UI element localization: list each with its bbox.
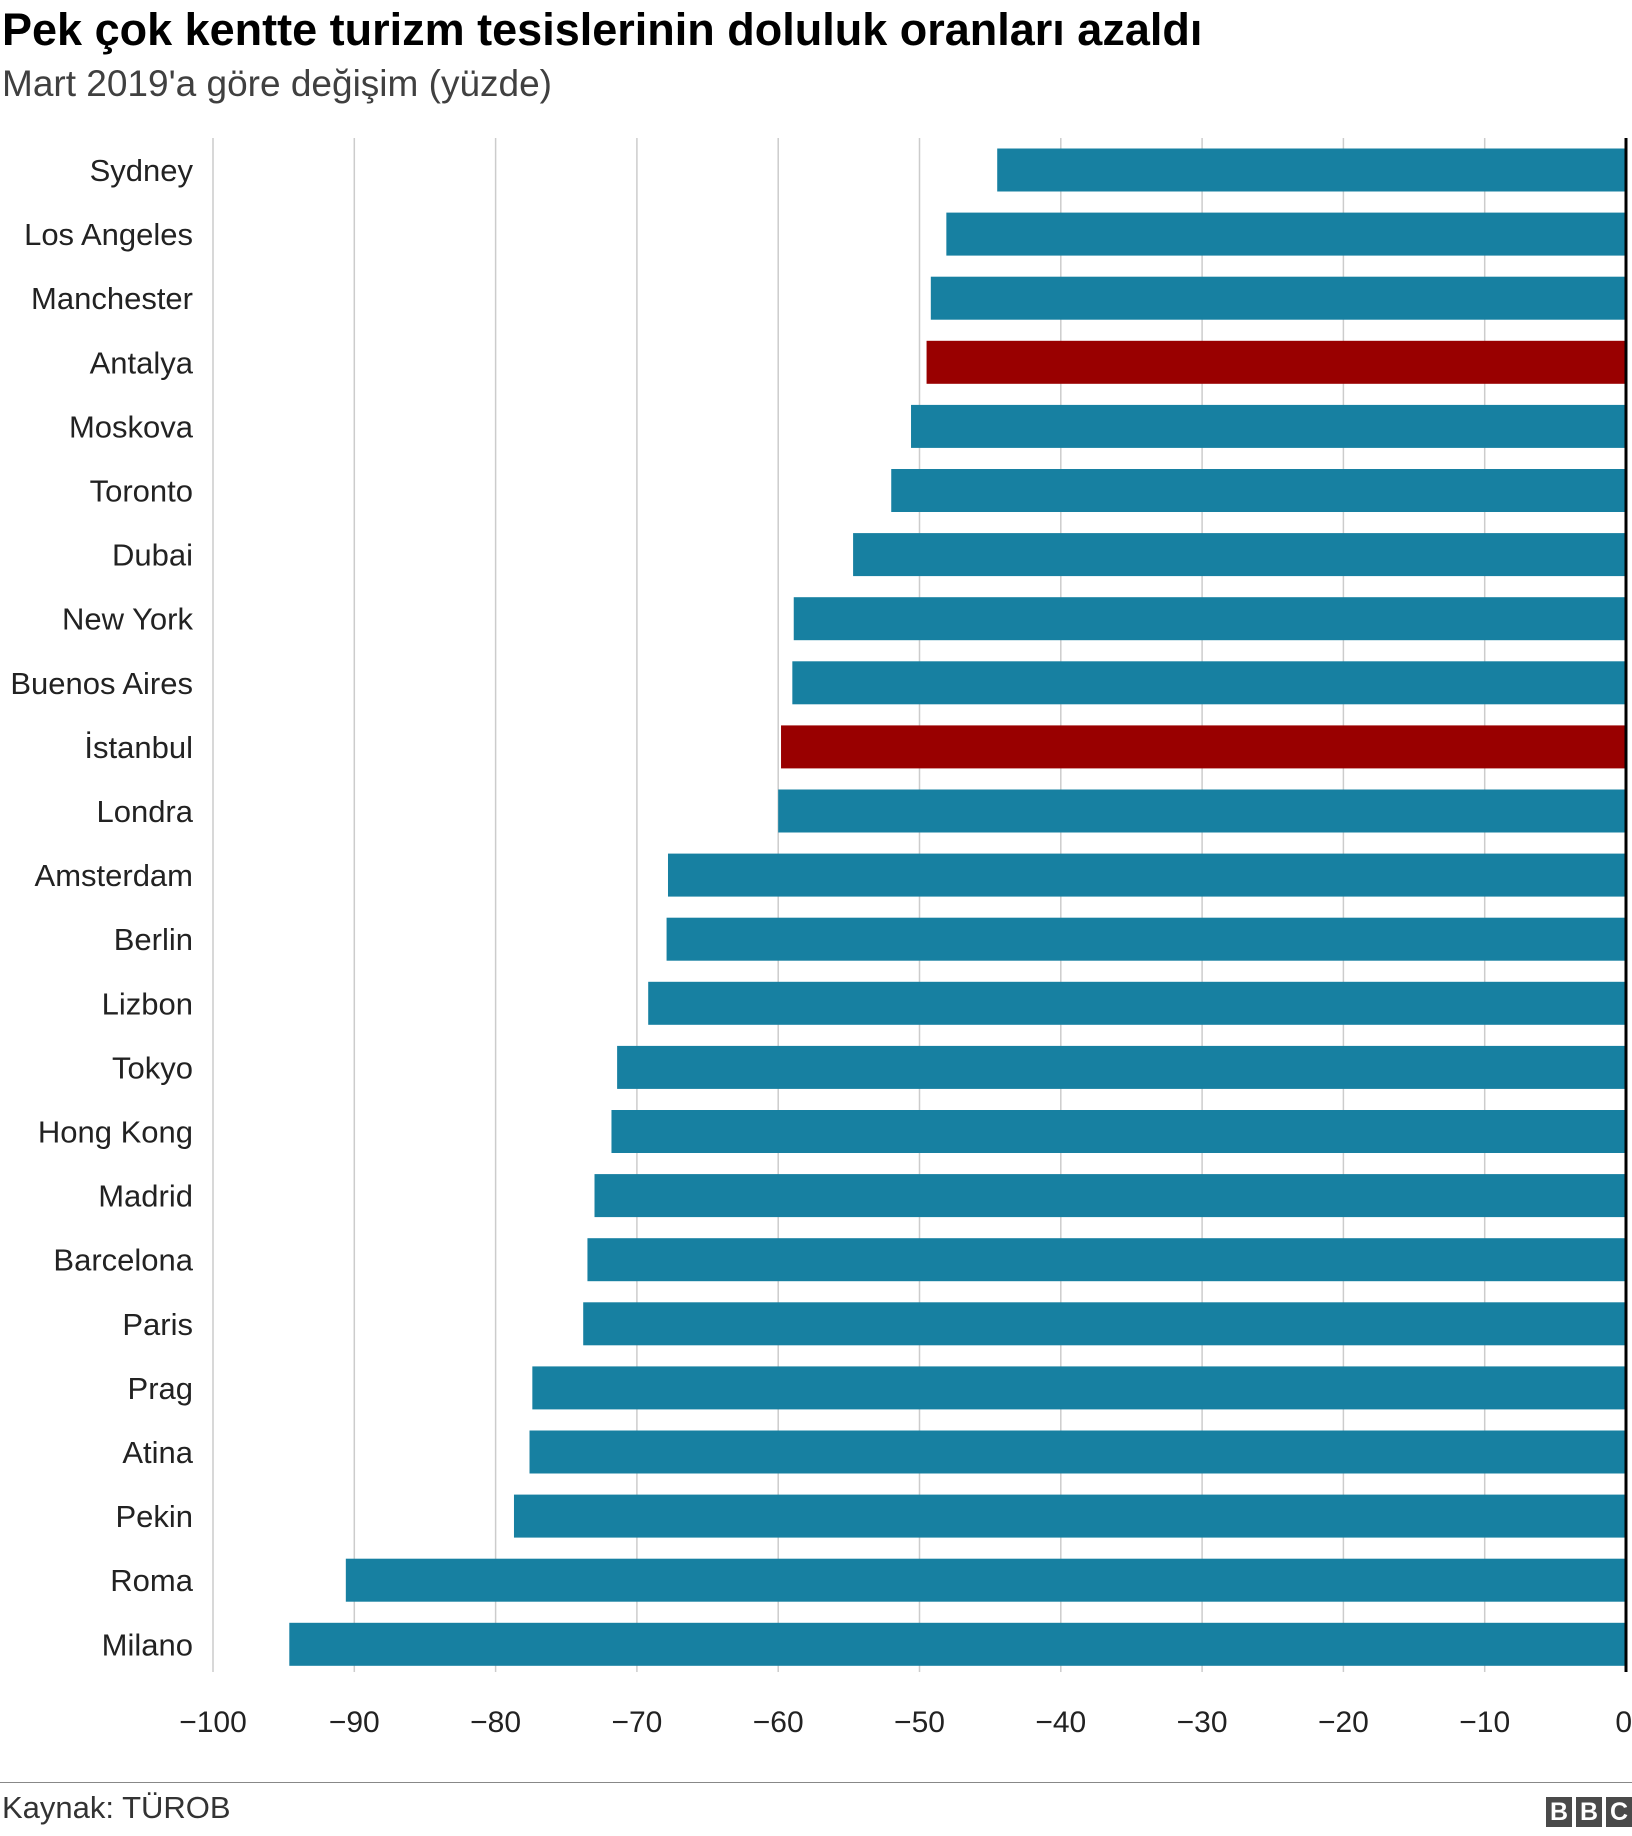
bar: [289, 1622, 1626, 1666]
category-label: Berlin: [114, 922, 193, 957]
x-tick-label: 0: [1615, 1706, 1632, 1739]
category-label: Tokyo: [112, 1050, 193, 1085]
bar-highlighted: [781, 725, 1626, 769]
category-label: Londra: [96, 794, 193, 829]
category-label: Sydney: [90, 153, 194, 188]
category-label: Pekin: [115, 1499, 193, 1534]
category-label: Milano: [102, 1627, 193, 1662]
bbc-logo-letter: B: [1546, 1797, 1572, 1827]
bar: [891, 469, 1626, 512]
bar: [587, 1238, 1626, 1282]
bar: [997, 148, 1626, 192]
x-tick-label: −70: [611, 1706, 662, 1739]
category-label: Antalya: [90, 345, 194, 380]
category-label: Manchester: [31, 281, 193, 316]
bar: [611, 1110, 1626, 1153]
category-label: Roma: [110, 1563, 193, 1598]
x-tick-label: −10: [1459, 1706, 1510, 1739]
category-label: Paris: [122, 1307, 193, 1342]
chart-title: Pek çok kentte turizm tesislerinin dolul…: [2, 4, 1203, 55]
category-label: İstanbul: [84, 730, 193, 765]
bar: [583, 1302, 1626, 1346]
category-label: Dubai: [112, 538, 193, 573]
bar: [513, 1494, 1626, 1538]
category-label: Madrid: [98, 1179, 193, 1214]
category-label: Lizbon: [102, 986, 193, 1021]
bar: [911, 404, 1626, 448]
x-tick-label: −90: [329, 1706, 380, 1739]
bbc-logo-letter: C: [1606, 1797, 1632, 1827]
bar: [594, 1174, 1626, 1218]
bar-highlighted: [926, 340, 1626, 384]
category-label: Atina: [122, 1435, 193, 1470]
category-label: New York: [62, 602, 193, 637]
bars: [289, 148, 1627, 1666]
bar: [778, 789, 1626, 833]
category-labels: Sydney Los Angeles Manchester Antalya Moskov…: [10, 153, 193, 1662]
footer-divider: [0, 1782, 1632, 1783]
x-tick-label: −100: [179, 1706, 247, 1739]
bar: [617, 1045, 1626, 1089]
category-label: Toronto: [90, 474, 193, 509]
bar: [930, 276, 1626, 320]
chart-subtitle: Mart 2019'a göre değişim (yüzde): [2, 63, 552, 104]
bar: [532, 1366, 1626, 1410]
x-tick-label: −80: [470, 1706, 521, 1739]
bar: [853, 533, 1626, 577]
category-label: Barcelona: [53, 1243, 193, 1278]
bar: [666, 917, 1626, 961]
bar: [345, 1558, 1626, 1602]
bar: [792, 661, 1626, 705]
category-label: Buenos Aires: [10, 666, 193, 701]
category-label: Prag: [128, 1371, 193, 1406]
x-axis-ticks: −100 −90 −80 −70 −60 −50 −40 −30 −20 −10 0: [179, 1706, 1632, 1739]
category-label: Moskova: [69, 409, 194, 444]
x-tick-label: −40: [1035, 1706, 1086, 1739]
category-label: Amsterdam: [35, 858, 193, 893]
bbc-logo-letter: B: [1576, 1797, 1602, 1827]
gridlines: [212, 138, 1486, 1672]
category-label: Hong Kong: [38, 1115, 193, 1150]
bar: [946, 212, 1626, 256]
x-tick-label: −20: [1318, 1706, 1369, 1739]
bar: [793, 597, 1626, 641]
category-label: Los Angeles: [24, 217, 193, 252]
x-tick-label: −30: [1177, 1706, 1228, 1739]
bar: [667, 853, 1626, 897]
bar: [648, 981, 1626, 1025]
bar-chart: Sydney Los Angeles Manchester Antalya Moskov…: [10, 138, 1632, 1739]
bar: [529, 1430, 1627, 1474]
x-tick-label: −60: [753, 1706, 804, 1739]
source-note: Kaynak: TÜROB: [2, 1790, 231, 1825]
bbc-logo: B B C: [1546, 1797, 1632, 1827]
x-tick-label: −50: [894, 1706, 945, 1739]
